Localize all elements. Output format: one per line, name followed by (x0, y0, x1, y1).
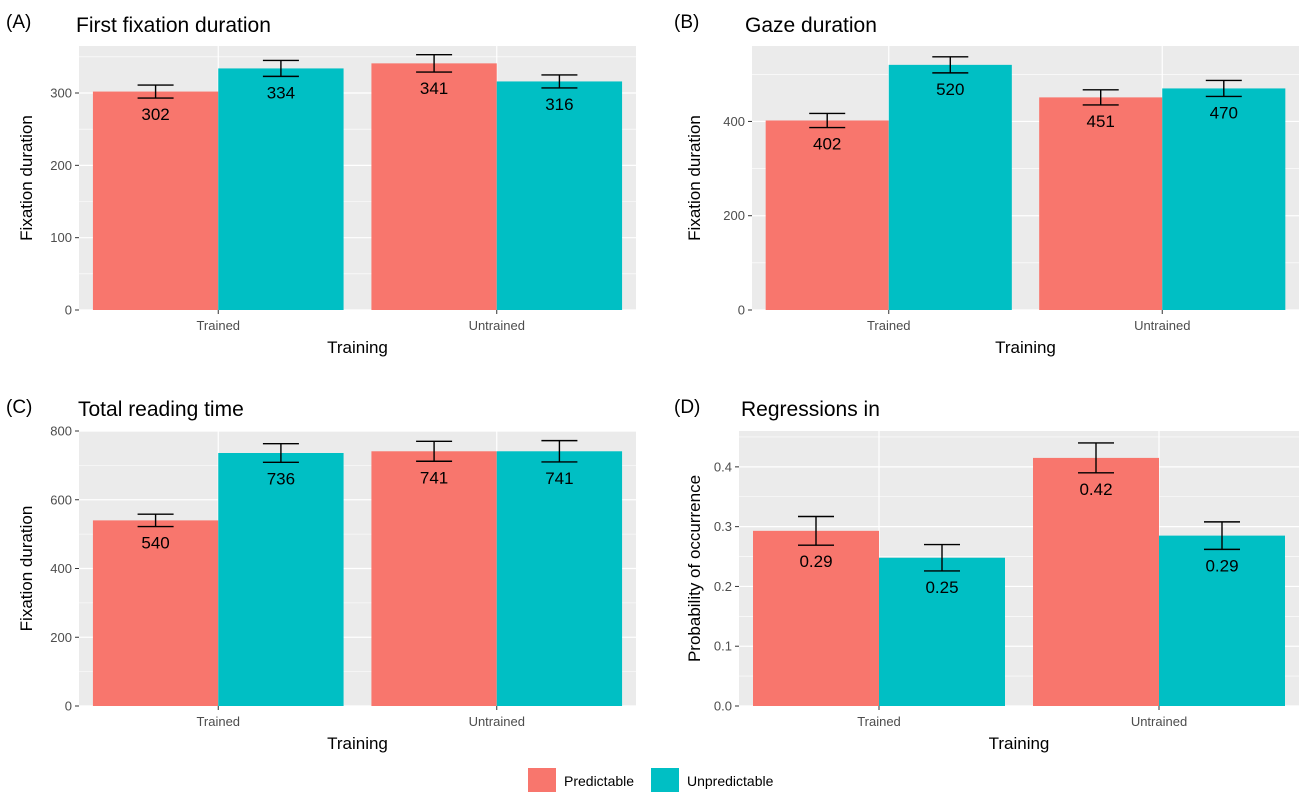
x-tick-label: Untrained (469, 714, 525, 729)
x-tick-label: Trained (867, 318, 911, 333)
y-tick-label: 100 (50, 230, 72, 245)
y-tick-label: 0 (738, 303, 745, 318)
y-tick-label: 400 (723, 114, 745, 129)
panel-a: (A) First fixation duration 0 100 200 300 Trai… (6, 12, 636, 357)
bar-unpredictable (496, 81, 623, 310)
y-tick-label: 0.4 (714, 459, 732, 474)
y-tick-label: 0.0 (714, 699, 732, 714)
bar-predictable (371, 63, 497, 311)
x-tick-label: Trained (196, 318, 240, 333)
data-label: 0.42 (1079, 480, 1112, 499)
x-tick-label: Trained (196, 714, 240, 729)
bar-unpredictable (1159, 535, 1285, 706)
y-tick-label: 800 (50, 424, 72, 439)
bar-predictable (765, 120, 889, 310)
x-tick-label: Untrained (469, 318, 525, 333)
data-label: 341 (420, 79, 448, 98)
y-axis-title: Fixation duration (17, 506, 36, 632)
data-label: 334 (267, 83, 295, 102)
data-label: 451 (1087, 112, 1115, 131)
y-tick-label: 200 (50, 158, 72, 173)
panel-tag: (D) (674, 397, 700, 418)
panel-title: Total reading time (78, 398, 244, 421)
legend-label-unpredictable: Unpredictable (687, 773, 774, 789)
data-label: 741 (420, 468, 448, 487)
panel-b: (B) Gaze duration 0 200 400 Trained Untrained 4… (674, 12, 1299, 357)
bar-unpredictable (218, 68, 344, 310)
y-tick-label: 400 (50, 561, 72, 576)
legend-label-predictable: Predictable (564, 773, 634, 789)
panel-tag: (B) (674, 12, 699, 33)
panel-title: Gaze duration (745, 14, 877, 37)
bar-unpredictable (879, 557, 1005, 706)
chart-panels: (A) First fixation duration 0 100 200 300 Trai… (6, 12, 1299, 753)
y-tick-label: 0.1 (714, 639, 732, 654)
data-label: 0.29 (799, 552, 832, 571)
x-tick-label: Untrained (1131, 714, 1187, 729)
legend-key-predictable (528, 768, 556, 792)
bar-unpredictable (218, 453, 344, 706)
data-label: 0.25 (925, 578, 958, 597)
panel-tag: (A) (6, 12, 31, 33)
bar-unpredictable (888, 64, 1012, 310)
bar-predictable (92, 91, 219, 310)
y-tick-label: 200 (723, 208, 745, 223)
data-label: 741 (545, 469, 573, 488)
y-tick-label: 300 (50, 86, 72, 101)
x-axis-title: Training (327, 734, 388, 753)
data-label: 520 (936, 80, 964, 99)
y-axis-title: Fixation duration (17, 115, 36, 241)
x-axis-title: Training (989, 734, 1050, 753)
bar-predictable (1039, 97, 1163, 310)
bar-predictable (371, 451, 497, 706)
y-axis-title: Probability of occurrence (685, 475, 704, 662)
panel-d: (D) Regressions in 0.0 0.1 0.2 0.3 0.4 Trained U… (674, 397, 1299, 753)
x-axis-title: Training (327, 338, 388, 357)
data-label: 0.29 (1205, 556, 1238, 575)
legend-key-unpredictable (651, 768, 679, 792)
bar-unpredictable (1162, 88, 1286, 310)
x-tick-label: Untrained (1134, 318, 1190, 333)
panel-c: (C) Total reading time 0 200 400 600 800 Traine… (6, 397, 636, 753)
data-label: 316 (545, 95, 573, 114)
y-tick-label: 600 (50, 492, 72, 507)
y-tick-label: 0 (65, 699, 72, 714)
legend: Predictable Unpredictable (528, 768, 774, 792)
bar-predictable (753, 530, 879, 706)
y-tick-label: 0.3 (714, 519, 732, 534)
panel-title: First fixation duration (76, 14, 271, 37)
data-label: 540 (141, 534, 169, 553)
panel-title: Regressions in (741, 398, 880, 421)
bar-predictable (1033, 457, 1159, 706)
panel-tag: (C) (6, 397, 32, 418)
data-label: 402 (813, 135, 841, 154)
y-tick-label: 0.2 (714, 579, 732, 594)
data-label: 302 (141, 105, 169, 124)
data-label: 736 (267, 469, 295, 488)
bar-unpredictable (496, 451, 623, 706)
data-label: 470 (1210, 103, 1238, 122)
y-axis-title: Fixation duration (685, 115, 704, 241)
y-tick-label: 200 (50, 630, 72, 645)
bar-predictable (92, 520, 219, 706)
y-tick-label: 0 (65, 303, 72, 318)
x-tick-label: Trained (857, 714, 901, 729)
x-axis-title: Training (995, 338, 1056, 357)
